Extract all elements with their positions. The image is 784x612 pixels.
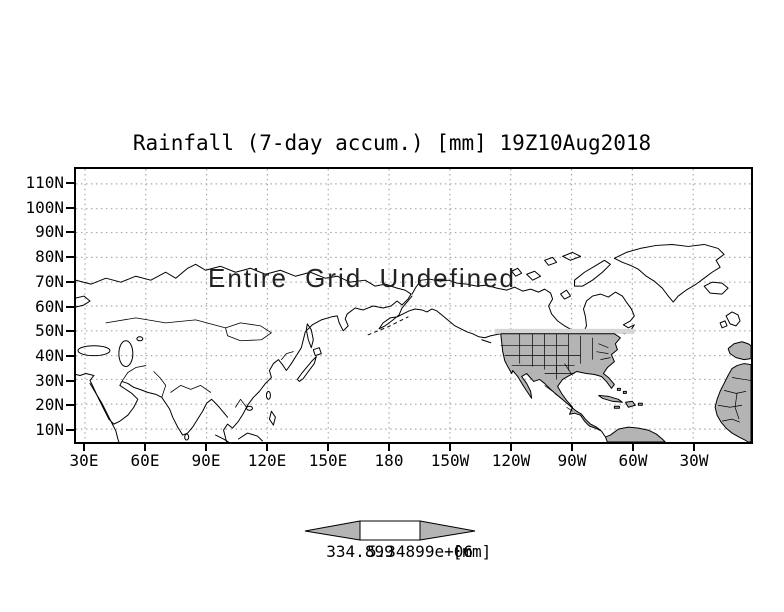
lon-tick <box>510 444 512 451</box>
colorbar-max-label: 5.34899e+06 <box>367 542 473 561</box>
graticule <box>76 169 751 442</box>
lon-label: 120W <box>491 451 531 470</box>
lat-tick <box>66 182 74 184</box>
lat-tick <box>66 231 74 234</box>
colorbar-units-label: [mm] <box>452 542 492 561</box>
shaded-land <box>500 333 751 442</box>
lon-tick <box>388 444 390 451</box>
lat-tick <box>66 354 74 357</box>
lon-tick <box>144 444 146 451</box>
colorbar-right-arrow <box>419 520 476 541</box>
highlight-band <box>494 328 635 334</box>
lon-label: 30E <box>69 451 99 470</box>
lat-tick <box>66 330 74 333</box>
lon-label: 90W <box>557 451 587 470</box>
lon-label: 60W <box>618 451 648 470</box>
map-frame <box>74 167 753 444</box>
lat-tick <box>66 379 74 382</box>
colorbar-box <box>359 520 421 541</box>
lon-tick <box>205 444 207 451</box>
lat-tick <box>66 256 74 259</box>
lat-label: 100N <box>25 197 64 217</box>
lon-tick <box>693 444 695 451</box>
lat-label: 20N <box>35 395 64 415</box>
lon-tick <box>632 444 634 451</box>
lat-label: 50N <box>35 321 64 341</box>
lon-tick <box>266 444 268 451</box>
coastlines <box>76 243 741 442</box>
lat-tick <box>66 280 74 283</box>
lon-label: 90E <box>191 451 221 470</box>
lon-label: 150E <box>308 451 348 470</box>
lat-tick <box>66 206 74 209</box>
lat-tick <box>66 305 74 308</box>
lon-label: 30W <box>679 451 709 470</box>
lon-tick <box>83 444 85 451</box>
lat-label: 40N <box>35 345 64 365</box>
lat-tick <box>66 404 74 407</box>
lat-tick <box>66 429 74 431</box>
world-map <box>76 169 751 442</box>
lon-label: 120E <box>247 451 287 470</box>
lon-label: 150W <box>430 451 470 470</box>
lon-tick <box>571 444 573 451</box>
lon-label: 60E <box>130 451 160 470</box>
lat-label: 30N <box>35 370 64 390</box>
lat-label: 10N <box>35 420 64 439</box>
lon-tick <box>327 444 329 451</box>
colorbar <box>304 520 476 541</box>
lon-label: 180 <box>374 451 404 470</box>
page-title: Rainfall (7-day accum.) [mm] 19Z10Aug201… <box>132 131 652 155</box>
lat-label: 110N <box>25 173 64 192</box>
colorbar-left-arrow <box>304 520 361 541</box>
lon-tick <box>449 444 451 451</box>
lat-label: 80N <box>35 247 64 267</box>
lat-label: 90N <box>35 222 64 242</box>
lat-label: 70N <box>35 271 64 291</box>
colorbar-min-label: 334.899 <box>326 542 394 561</box>
state-borders <box>500 333 751 423</box>
lat-label: 60N <box>35 296 64 316</box>
